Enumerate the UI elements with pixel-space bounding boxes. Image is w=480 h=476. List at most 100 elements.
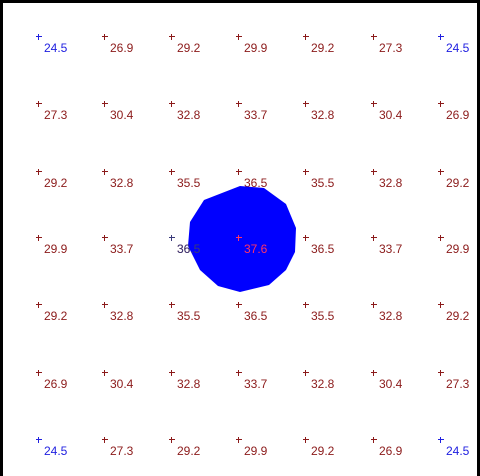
grid-value: 30.4: [379, 377, 403, 391]
plus-marker-icon: [36, 302, 42, 308]
grid-value: 32.8: [311, 108, 335, 122]
plus-marker-icon: [236, 437, 242, 443]
grid-value: 29.9: [44, 242, 68, 256]
grid-value: 36.5: [311, 242, 335, 256]
plus-marker-icon: [169, 101, 175, 107]
grid-value: 32.8: [311, 377, 335, 391]
plus-marker-icon: [438, 34, 444, 40]
grid-value: 29.2: [44, 309, 68, 323]
plus-marker-icon: [438, 370, 444, 376]
grid-value: 24.5: [446, 41, 470, 55]
grid-value: 30.4: [110, 377, 134, 391]
plus-marker-icon: [36, 437, 42, 443]
plus-marker-icon: [303, 437, 309, 443]
plus-marker-icon: [36, 101, 42, 107]
plus-marker-icon: [371, 101, 377, 107]
plus-marker-icon: [438, 235, 444, 241]
blob-shape[interactable]: [188, 186, 296, 292]
plus-marker-icon: [303, 370, 309, 376]
plus-marker-icon: [36, 34, 42, 40]
grid-value: 27.3: [379, 41, 403, 55]
grid-value: 33.7: [379, 242, 403, 256]
plus-marker-icon: [303, 169, 309, 175]
plus-marker-icon: [236, 34, 242, 40]
grid-value: 30.4: [379, 108, 403, 122]
grid-value: 36.5: [244, 176, 268, 190]
plus-marker-icon: [303, 101, 309, 107]
grid-value: 29.2: [311, 444, 335, 458]
plus-marker-icon: [438, 169, 444, 175]
grid-value: 29.9: [446, 242, 470, 256]
grid-value: 29.2: [177, 41, 201, 55]
plus-marker-icon: [102, 235, 108, 241]
plus-marker-icon: [236, 235, 242, 241]
plus-marker-icon: [371, 235, 377, 241]
plus-marker-icon: [102, 101, 108, 107]
plus-marker-icon: [371, 34, 377, 40]
grid-value: 29.2: [44, 176, 68, 190]
grid-value: 29.2: [446, 309, 470, 323]
grid-value: 33.7: [110, 242, 134, 256]
grid-value: 32.8: [379, 309, 403, 323]
grid-value: 24.5: [446, 444, 470, 458]
plus-marker-icon: [102, 169, 108, 175]
grid-value: 26.9: [110, 41, 134, 55]
grid-value: 26.9: [379, 444, 403, 458]
plus-marker-icon: [102, 34, 108, 40]
plus-marker-icon: [169, 370, 175, 376]
grid-value: 36.5: [244, 309, 268, 323]
plus-marker-icon: [438, 437, 444, 443]
grid-value: 29.2: [177, 444, 201, 458]
plus-marker-icon: [236, 101, 242, 107]
grid-value: 26.9: [446, 108, 470, 122]
plus-marker-icon: [102, 370, 108, 376]
plus-marker-icon: [371, 437, 377, 443]
grid-value: 32.8: [379, 176, 403, 190]
grid-value: 29.2: [311, 41, 335, 55]
plus-marker-icon: [236, 235, 242, 241]
grid-value: 32.8: [177, 108, 201, 122]
plus-marker-icon: [36, 169, 42, 175]
plus-marker-icon: [236, 302, 242, 308]
grid-value: 37.6: [244, 242, 268, 256]
grid-value: 32.8: [110, 309, 134, 323]
grid-value: 35.5: [311, 309, 335, 323]
plus-marker-icon: [102, 302, 108, 308]
plus-marker-icon: [438, 101, 444, 107]
grid-value: 29.9: [244, 444, 268, 458]
grid-value: 35.5: [177, 309, 201, 323]
plus-marker-icon: [169, 302, 175, 308]
plus-marker-icon: [371, 169, 377, 175]
grid-value: 35.5: [177, 176, 201, 190]
plus-marker-icon: [102, 437, 108, 443]
grid-value: 24.5: [44, 444, 68, 458]
grid-value: 30.4: [110, 108, 134, 122]
grid-value: 32.8: [110, 176, 134, 190]
grid-value: 27.3: [446, 377, 470, 391]
grid-value: 33.7: [244, 108, 268, 122]
grid-value: 26.9: [44, 377, 68, 391]
grid-value: 36.5: [177, 242, 201, 256]
plus-marker-icon: [169, 34, 175, 40]
plus-marker-icon: [236, 370, 242, 376]
grid-value: 27.3: [110, 444, 134, 458]
plus-marker-icon: [169, 169, 175, 175]
plus-marker-icon: [169, 437, 175, 443]
plus-marker-icon: [36, 370, 42, 376]
grid-value: 24.5: [44, 41, 68, 55]
grid-value: 32.8: [177, 377, 201, 391]
plus-marker-icon: [236, 169, 242, 175]
grid-value: 33.7: [244, 377, 268, 391]
plus-marker-icon: [303, 302, 309, 308]
grid-value: 35.5: [311, 176, 335, 190]
plus-marker-icon: [371, 302, 377, 308]
plus-marker-icon: [303, 235, 309, 241]
grid-value: 27.3: [44, 108, 68, 122]
grid-value: 29.2: [446, 176, 470, 190]
plus-marker-icon: [36, 235, 42, 241]
plus-marker-icon: [371, 370, 377, 376]
plus-marker-icon: [169, 235, 175, 241]
grid-value: 29.9: [244, 41, 268, 55]
